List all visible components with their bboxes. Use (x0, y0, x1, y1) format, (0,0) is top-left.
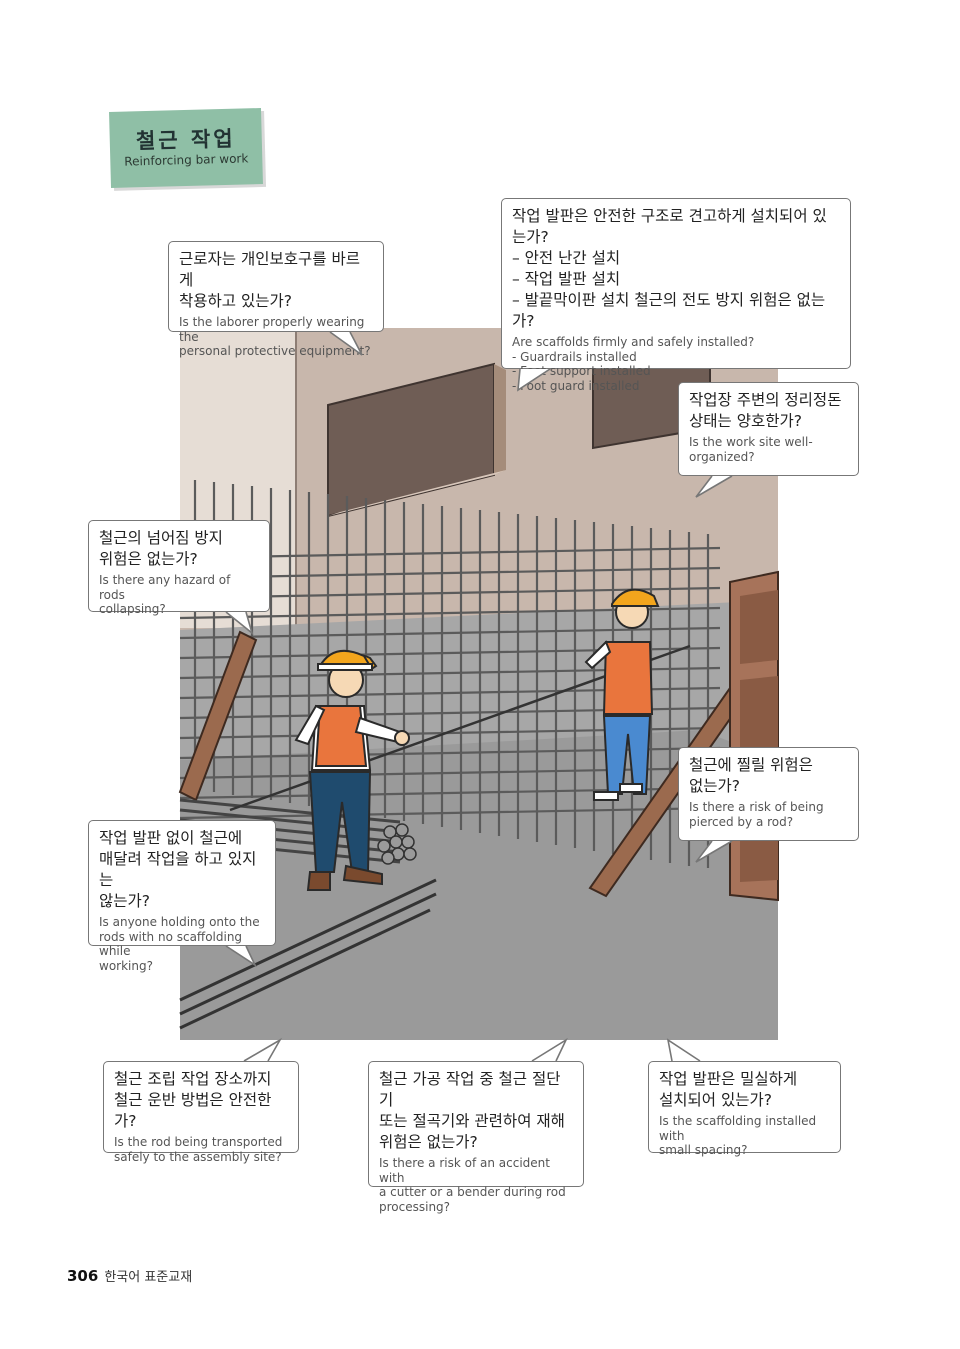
book-title: 한국어 표준교재 (104, 1270, 193, 1285)
leaning-board-left (178, 630, 258, 802)
bubble-cutter-bender: 철근 가공 작업 중 철근 절단기 또는 절곡기와 관련하여 재해 위험은 없는… (368, 1061, 584, 1214)
bubble-korean-text: 철근 가공 작업 중 철근 절단기 또는 절곡기와 관련하여 재해 위험은 없는… (379, 1070, 565, 1151)
bubble-english-text: Is anyone holding onto the rods with no … (99, 915, 260, 973)
bubble-protective-equipment: 근로자는 개인보호구를 바르게 착용하고 있는가? Is the laborer… (168, 241, 384, 358)
bubble-pierced-by-rod: 철근에 찔릴 위험은 없는가? Is there a risk of being… (678, 747, 859, 841)
rebar-mesh (179, 480, 721, 868)
bubble-no-scaffolding: 작업 발판 없이 철근에 매달려 작업을 하고 있지는 않는가? Is anyo… (88, 820, 276, 973)
worker-back (584, 588, 660, 801)
bubble-english-text: Is there a risk of an accident with a cu… (379, 1156, 566, 1214)
bubble-korean-text: 근로자는 개인보호구를 바르게 착용하고 있는가? (179, 250, 360, 310)
bubble-rods-collapsing: 철근의 넘어짐 방지 위험은 없는가? Is there any hazard … (88, 520, 270, 616)
bubble-scaffold-spacing: 작업 발판은 밀실하게 설치되어 있는가? Is the scaffolding… (648, 1061, 841, 1157)
worker-front (294, 649, 410, 891)
bubble-english-text: Is the laborer properly wearing the pers… (179, 315, 371, 358)
bubble-english-text: Is there any hazard of rods collapsing? (99, 573, 231, 616)
page-footer: 306 한국어 표준교재 (67, 1266, 192, 1285)
bubble-scaffold-structure: 작업 발판은 안전한 구조로 견고하게 설치되어 있는가? – 안전 난간 설치… (501, 198, 851, 393)
bubble-english-text: Is there a risk of being pierced by a ro… (689, 800, 824, 829)
bubble-korean-text: 철근 조립 작업 장소까지 철근 운반 방법은 안전한가? (114, 1070, 272, 1130)
bubble-korean-text: 작업 발판 없이 철근에 매달려 작업을 하고 있지는 않는가? (99, 829, 257, 910)
bubble-korean-text: 작업 발판은 안전한 구조로 견고하게 설치되어 있는가? – 안전 난간 설치… (512, 207, 827, 330)
bubble-english-text: Is the work site well- organized? (689, 435, 813, 464)
bubble-korean-text: 작업장 주변의 정리정돈 상태는 양호한가? (689, 391, 842, 430)
bubble-korean-text: 철근의 넘어짐 방지 위험은 없는가? (99, 529, 223, 568)
bubble-korean-text: 작업 발판은 밀실하게 설치되어 있는가? (659, 1070, 798, 1109)
bubble-english-text: Is the scaffolding installed with small … (659, 1114, 817, 1157)
bubble-english-text: Is the rod being transported safely to t… (114, 1135, 283, 1164)
floor-rods (179, 878, 437, 1030)
page-number: 306 (67, 1267, 99, 1285)
bubble-korean-text: 철근에 찔릴 위험은 없는가? (689, 756, 813, 795)
bubble-site-organization: 작업장 주변의 정리정돈 상태는 양호한가? Is the work site … (678, 382, 859, 476)
bubble-rod-transport: 철근 조립 작업 장소까지 철근 운반 방법은 안전한가? Is the rod… (103, 1061, 299, 1164)
